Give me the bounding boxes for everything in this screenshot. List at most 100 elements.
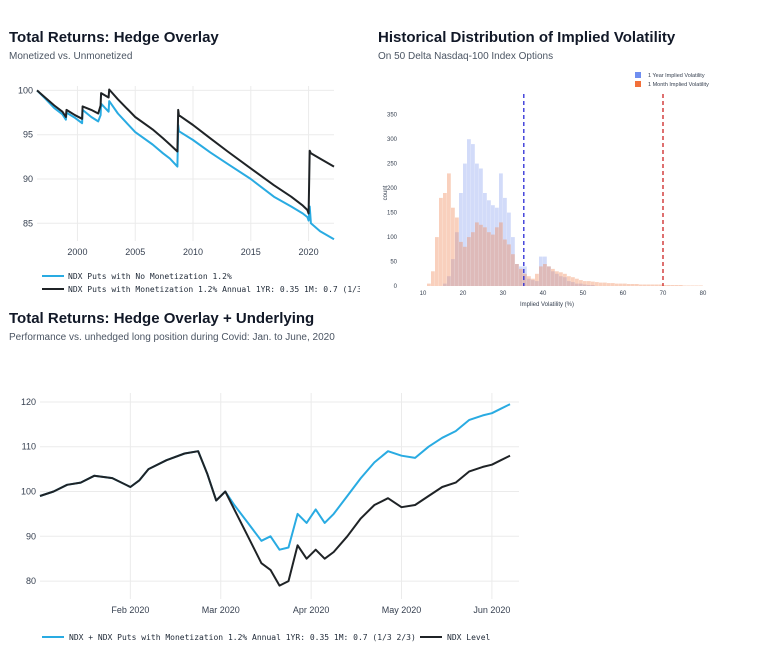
hist-bar-2 (635, 284, 639, 286)
chart2-title: Historical Distribution of Implied Volat… (378, 29, 676, 46)
hist-bar-2 (575, 278, 579, 286)
hist-bar-1 (583, 284, 587, 286)
hist-bar-2 (687, 285, 691, 286)
hist-bar-2 (455, 217, 459, 286)
hist-bar-2 (643, 284, 647, 286)
hist-bar-2 (671, 285, 675, 286)
x-tick-label: May 2020 (382, 605, 422, 615)
series-line-2 (39, 450, 511, 587)
hist-bar-1 (447, 276, 451, 286)
hist-bar-2 (611, 283, 615, 286)
series-line-2 (36, 88, 335, 215)
hist-bar-2 (479, 224, 483, 286)
hist-bar-2 (631, 284, 635, 286)
x-tick-label: 80 (700, 291, 707, 297)
hist-bar-2 (499, 222, 503, 286)
hist-bar-2 (447, 173, 451, 286)
hist-bar-1 (499, 173, 503, 286)
hedge-overlay-chart: 2000 2005 2010 2015 2020 85 90 95 100 NDX Puts wi… (18, 85, 360, 294)
hist-bar-1 (507, 212, 511, 286)
hist-bar-2 (655, 284, 659, 286)
hist-bar-1 (455, 232, 459, 286)
hist-bar-2 (695, 285, 699, 286)
hist-bar-2 (487, 232, 491, 286)
y-axis-label: count (383, 185, 389, 200)
hist-bar-2 (519, 268, 523, 286)
hist-bar-2 (495, 227, 499, 286)
hist-bar-1 (559, 276, 563, 286)
hist-bar-2 (555, 271, 559, 286)
hist-bar-1 (491, 205, 495, 286)
x-tick-label: Jun 2020 (473, 605, 510, 615)
hist-bar-1 (443, 283, 447, 286)
hist-bar-2 (639, 284, 643, 286)
hist-bar-1 (567, 281, 571, 286)
hist-bar-2 (483, 227, 487, 286)
y-tick-label: 120 (21, 397, 36, 407)
hist-bar-1 (451, 259, 455, 286)
hist-bar-1 (555, 273, 559, 286)
legend-label-1: NDX Puts with No Monetization 1.2% (68, 272, 232, 281)
hist-bar-2 (667, 285, 671, 286)
hist-bar-1 (503, 197, 507, 286)
hist-bar-1 (475, 163, 479, 286)
hist-bar-2 (563, 273, 567, 286)
hist-bar-2 (539, 266, 543, 286)
hist-bar-1 (467, 139, 471, 286)
hist-bar-2 (699, 285, 703, 286)
hist-bar-2 (535, 273, 539, 286)
x-tick-label: 60 (620, 291, 627, 297)
x-tick-label: 2015 (241, 247, 261, 257)
y-tick-label: 110 (22, 442, 36, 452)
hist-bar-1 (523, 266, 527, 286)
hist-bar-2 (431, 271, 435, 286)
x-tick-label: 2005 (125, 247, 145, 257)
hist-bar-2 (647, 284, 651, 286)
y-tick-label: 80 (26, 576, 36, 586)
chart1-title: Total Returns: Hedge Overlay (9, 29, 219, 46)
hist-bar-2 (491, 234, 495, 286)
x-tick-label: 10 (420, 291, 427, 297)
x-tick-label: 2000 (67, 247, 87, 257)
hist-bar-2 (459, 241, 463, 286)
hist-bar-2 (531, 278, 535, 286)
hist-bar-2 (607, 283, 611, 286)
hist-bar-2 (467, 237, 471, 286)
legend-label-2: 1 Month Implied Volatility (648, 82, 709, 88)
hist-bar-1 (487, 200, 491, 286)
hist-bar-2 (679, 285, 683, 286)
hist-bar-1 (531, 280, 535, 286)
x-axis-label: Implied Volatility (%) (520, 302, 574, 308)
chart1-subtitle: Monetized vs. Unmonetized (9, 51, 133, 62)
implied-vol-histogram: 0 50 100 150 200 250 300 350 10 20 30 40 50 60 70 80 cou… (383, 72, 709, 308)
hist-bar-2 (583, 281, 587, 286)
hist-bar-2 (439, 197, 443, 286)
hist-bar-1 (519, 266, 523, 286)
hist-bar-1 (543, 256, 547, 286)
hist-bar-2 (527, 276, 531, 286)
legend-label-1: NDX + NDX Puts with Monetization 1.2% An… (69, 633, 416, 642)
y-tick-label: 200 (387, 186, 398, 192)
y-tick-label: 100 (18, 85, 33, 95)
hist-bar-1 (515, 264, 519, 286)
x-tick-label: 20 (460, 291, 467, 297)
hist-bar-2 (675, 285, 679, 286)
hist-bar-2 (579, 280, 583, 286)
hist-bar-1 (495, 207, 499, 286)
legend-swatch-1 (635, 72, 641, 78)
hist-bar-2 (463, 246, 467, 286)
y-tick-label: 150 (387, 211, 398, 217)
hist-bar-2 (619, 283, 623, 286)
hist-bar-2 (571, 277, 575, 286)
hist-bar-2 (551, 268, 555, 286)
y-tick-label: 50 (390, 260, 397, 266)
hist-bar-2 (595, 282, 599, 286)
hist-bar-2 (591, 281, 595, 286)
hist-bar-2 (435, 237, 439, 286)
y-tick-label: 90 (23, 174, 33, 184)
hist-bar-2 (627, 284, 631, 286)
hist-bar-2 (511, 254, 515, 286)
hist-bar-2 (523, 273, 527, 286)
hist-bar-1 (591, 285, 595, 286)
hist-bar-2 (427, 283, 431, 286)
